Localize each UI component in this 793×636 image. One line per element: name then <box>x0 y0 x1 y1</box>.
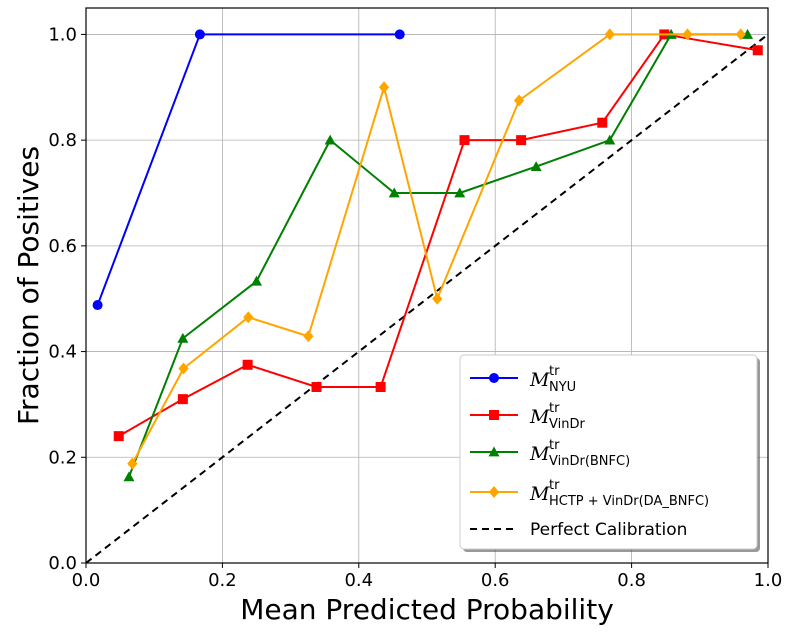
data-point <box>488 486 500 498</box>
data-point <box>388 187 400 198</box>
y-tick-label: 0.2 <box>48 447 77 468</box>
plot-frame <box>85 7 769 564</box>
legend-label-sub: NYU <box>549 380 576 395</box>
data-point <box>178 362 189 375</box>
data-point <box>194 29 205 40</box>
y-tick-label: 0.4 <box>48 342 77 363</box>
series-line <box>131 33 741 465</box>
x-tick-label: 0.8 <box>617 570 646 591</box>
data-point <box>489 373 499 383</box>
legend-label-sub: VinDr(BNFC) <box>549 454 630 469</box>
series-line <box>96 33 400 306</box>
data-point <box>604 28 615 41</box>
legend-entry-4: Perfect Calibration <box>470 520 687 540</box>
series-line <box>128 33 748 478</box>
data-point <box>604 134 616 145</box>
legend-label-sup: tr <box>549 401 560 416</box>
data-point <box>432 292 443 305</box>
data-point <box>251 275 262 286</box>
y-tick-label: 0.6 <box>48 236 77 257</box>
x-tick-label: 1.0 <box>754 570 783 591</box>
x-tick-label: 0.0 <box>72 570 101 591</box>
legend-label-sup: tr <box>549 438 560 453</box>
legend-label-math: M <box>529 483 550 505</box>
x-tick-label: 0.4 <box>344 570 373 591</box>
data-point <box>92 300 103 311</box>
data-point <box>113 431 124 442</box>
x-tick-label: 0.6 <box>481 570 510 591</box>
data-point <box>243 311 254 324</box>
legend-label-sub: HCTP + VinDr(DA_BNFC) <box>549 494 709 509</box>
legend-box <box>459 354 758 550</box>
series-layer <box>85 28 769 564</box>
data-point <box>459 135 470 146</box>
data-point <box>394 29 405 40</box>
data-point <box>752 45 763 56</box>
legend-label: Perfect Calibration <box>530 520 687 540</box>
data-point <box>516 135 527 146</box>
data-point <box>530 161 542 171</box>
data-point <box>375 381 386 392</box>
series-3 <box>127 28 746 470</box>
series-0 <box>92 29 405 311</box>
data-point <box>177 332 189 343</box>
y-tick-label: 0.0 <box>48 553 77 574</box>
data-point <box>123 471 135 482</box>
data-point <box>454 187 466 198</box>
legend-label-math: M <box>529 369 550 391</box>
data-point <box>742 28 754 39</box>
data-point <box>242 359 253 370</box>
y-axis-label: Fraction of Positives <box>12 146 45 425</box>
ticks: 0.0 0.2 0.4 0.6 0.8 1.0 0.0 0.2 0.4 0.6 0.8 1.0 <box>48 24 782 591</box>
legend-label-sup: tr <box>549 478 560 493</box>
data-point <box>127 457 138 470</box>
legend-label-math: M <box>529 443 550 465</box>
y-tick-label: 1.0 <box>48 24 77 45</box>
data-point <box>324 134 336 145</box>
data-point <box>489 410 499 420</box>
series-line <box>118 33 758 438</box>
data-point <box>311 381 322 392</box>
series-2 <box>123 28 754 482</box>
data-point <box>488 446 500 457</box>
data-point <box>378 81 390 94</box>
data-point <box>303 330 314 343</box>
data-point <box>597 117 608 128</box>
legend-label-math: M <box>529 406 550 428</box>
legend-label-sub: VinDr <box>549 417 585 432</box>
data-point <box>177 394 188 405</box>
x-tick-label: 0.2 <box>208 570 237 591</box>
y-tick-label: 0.8 <box>48 130 77 151</box>
data-point <box>513 94 525 107</box>
legend-label-sup: tr <box>549 364 560 379</box>
data-point <box>682 28 693 41</box>
x-axis-label: Mean Predicted Probability <box>240 593 614 626</box>
data-point <box>735 28 746 41</box>
